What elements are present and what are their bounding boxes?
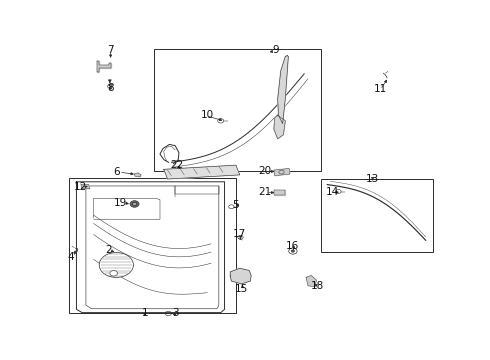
Polygon shape: [274, 168, 290, 176]
Text: 21: 21: [258, 186, 271, 197]
Polygon shape: [278, 56, 288, 123]
Bar: [154, 49, 321, 171]
Text: 18: 18: [311, 281, 324, 291]
Text: 20: 20: [258, 166, 271, 176]
Bar: [69, 177, 236, 314]
Bar: [321, 179, 434, 252]
Circle shape: [99, 252, 133, 278]
Polygon shape: [81, 185, 90, 189]
Polygon shape: [274, 115, 285, 139]
Text: 10: 10: [201, 110, 214, 120]
Circle shape: [130, 201, 139, 207]
Text: 14: 14: [326, 186, 340, 197]
Circle shape: [292, 250, 294, 252]
Polygon shape: [98, 61, 111, 72]
Circle shape: [132, 202, 137, 206]
Text: 7: 7: [107, 45, 114, 55]
Text: 22: 22: [171, 160, 184, 170]
Text: 6: 6: [113, 167, 120, 177]
Text: 3: 3: [172, 309, 178, 319]
Polygon shape: [274, 190, 285, 195]
Circle shape: [110, 270, 118, 276]
Text: 1: 1: [142, 309, 148, 319]
Text: 19: 19: [114, 198, 127, 208]
Text: 9: 9: [272, 45, 279, 55]
Text: 16: 16: [286, 240, 299, 251]
Text: 11: 11: [373, 84, 387, 94]
Text: 5: 5: [233, 201, 239, 210]
Text: 12: 12: [74, 183, 87, 192]
Polygon shape: [230, 268, 251, 284]
Polygon shape: [306, 275, 317, 287]
Text: 17: 17: [233, 229, 246, 239]
Text: 15: 15: [235, 284, 248, 293]
Text: 4: 4: [68, 252, 74, 262]
Text: 8: 8: [107, 82, 114, 93]
Text: 13: 13: [366, 174, 379, 184]
Polygon shape: [164, 165, 240, 179]
Text: 2: 2: [105, 245, 112, 255]
Polygon shape: [134, 173, 141, 177]
